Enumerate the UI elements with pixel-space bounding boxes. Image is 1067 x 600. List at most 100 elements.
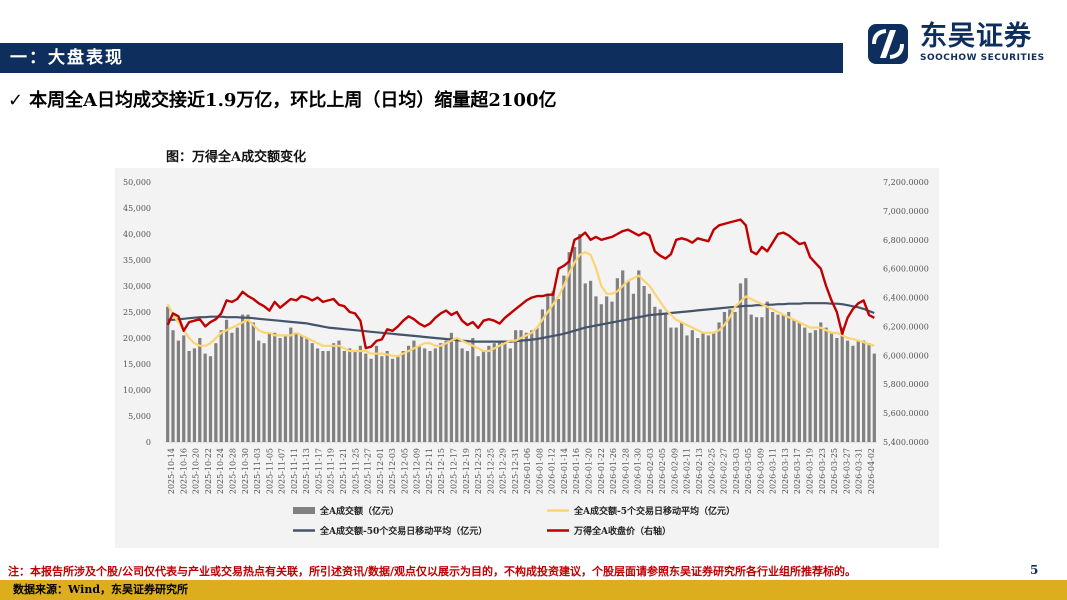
turnover-bar (792, 319, 796, 442)
turnover-bar (835, 338, 839, 442)
turnover-bar (460, 348, 464, 442)
y-right-tick-label: 7,200.0000 (883, 178, 929, 187)
y-right-tick-label: 6,600.0000 (883, 265, 929, 274)
x-tick-label: 2026-03-31 (855, 448, 864, 494)
turnover-bar (824, 327, 828, 442)
turnover-bar (722, 312, 727, 442)
y-left-tick-label: 5,000 (128, 412, 151, 421)
turnover-bar (219, 330, 223, 442)
x-tick-label: 2025-10-16 (179, 448, 188, 494)
turnover-bar (305, 338, 309, 442)
x-tick-label: 2026-03-03 (732, 448, 741, 494)
logo-name-cn: 东吴证券 (920, 21, 1032, 52)
turnover-bar (198, 338, 202, 442)
turnover-bar (433, 348, 437, 442)
y-right-tick-label: 6,000.0000 (883, 351, 929, 360)
x-tick-label: 2026-01-06 (523, 448, 532, 494)
x-tick-label: 2026-03-23 (818, 448, 827, 494)
turnover-bar (444, 340, 448, 442)
turnover-bar (187, 351, 191, 442)
turnover-bar (599, 304, 603, 442)
logo-name-en: SOOCHOW SECURITIES (920, 53, 1045, 63)
turnover-bar (514, 330, 518, 442)
x-tick-label: 2025-12-23 (474, 448, 483, 494)
turnover-bar (283, 335, 288, 442)
x-tick-label: 2025-11-27 (364, 448, 373, 494)
x-tick-label: 2026-03-13 (781, 448, 790, 494)
turnover-bar (621, 270, 625, 442)
source-bar: 数据来源：Wind，东吴证券研究所 (0, 580, 1067, 600)
turnover-bar (588, 280, 593, 442)
checkmark-icon: ✓ (8, 90, 24, 111)
turnover-bar (315, 348, 320, 442)
turnover-bar (803, 327, 807, 442)
y-right-tick-label: 5,400.0000 (883, 438, 929, 447)
x-tick-label: 2026-02-09 (670, 448, 679, 494)
turnover-bar (257, 340, 261, 442)
turnover-bar (530, 330, 534, 442)
turnover-bar (797, 322, 801, 442)
turnover-bar (546, 293, 550, 442)
x-tick-label: 2025-12-01 (376, 448, 385, 494)
x-tick-label: 2025-11-11 (290, 448, 299, 494)
turnover-bar (771, 312, 775, 442)
turnover-bar (492, 343, 496, 442)
y-left-tick-label: 10,000 (123, 386, 151, 395)
turnover-bar (813, 330, 818, 442)
x-tick-label: 2025-10-30 (241, 448, 250, 494)
y-right-tick-label: 5,600.0000 (883, 409, 929, 418)
x-tick-label: 2026-03-19 (806, 448, 815, 494)
x-tick-label: 2025-12-19 (462, 448, 471, 494)
turnover-bar (337, 340, 341, 442)
x-tick-label: 2026-03-11 (769, 448, 778, 494)
soochow-logo-icon (868, 24, 908, 64)
x-tick-label: 2025-10-28 (229, 448, 238, 494)
turnover-bar (471, 338, 475, 442)
turnover-bar (406, 345, 411, 442)
turnover-bar (374, 345, 379, 442)
x-tick-label: 2026-04-02 (867, 448, 876, 494)
turnover-bar (712, 332, 716, 442)
turnover-bar (246, 314, 250, 442)
turnover-bar (358, 345, 363, 442)
turnover-bar (669, 327, 673, 442)
turnover-bar (685, 335, 689, 442)
x-tick-label: 2026-01-22 (597, 448, 606, 494)
x-tick-label: 2026-01-12 (548, 448, 557, 494)
turnover-bar (524, 332, 528, 442)
turnover-bar (519, 330, 523, 442)
y-left-tick-label: 50,000 (123, 178, 151, 187)
y-right-tick-label: 6,800.0000 (883, 236, 929, 245)
turnover-chart: 50,000 45,000 40,000 35,000 30,000 25,000 20,0… (115, 168, 939, 548)
x-tick-label: 2026-02-11 (683, 448, 692, 494)
x-tick-label: 2026-02-27 (720, 448, 729, 494)
legend-label: 全A成交额-5个交易日移动平均（亿元） (573, 505, 735, 517)
turnover-bar (390, 358, 395, 442)
index-close-line (166, 218, 875, 350)
turnover-bar (332, 343, 336, 442)
turnover-bar (615, 278, 619, 442)
x-tick-label: 2026-03-17 (793, 448, 802, 494)
turnover-bar (182, 335, 186, 442)
x-tick-label: 2025-11-05 (265, 448, 274, 494)
figure-title: 图：万得全A成交额变化 (166, 150, 307, 165)
turnover-bar (674, 327, 678, 442)
page-number: 5 (1030, 563, 1039, 577)
y-left-tick-label: 0 (146, 438, 151, 447)
x-tick-label: 2026-03-27 (842, 448, 851, 494)
x-tick-label: 2025-12-05 (400, 448, 409, 494)
ma50-line (167, 302, 875, 343)
turnover-bar (583, 283, 587, 442)
turnover-bar (578, 234, 582, 442)
turnover-bar (273, 332, 277, 442)
turnover-bar (819, 322, 823, 442)
turnover-bar (224, 319, 229, 442)
turnover-bar (851, 345, 855, 442)
turnover-bar (208, 356, 213, 442)
turnover-bar (348, 348, 352, 442)
turnover-bar (481, 351, 486, 442)
x-tick-label: 2026-01-08 (535, 448, 544, 494)
turnover-bar (497, 340, 502, 442)
turnover-bar (556, 299, 561, 442)
turnover-bar (235, 327, 239, 442)
